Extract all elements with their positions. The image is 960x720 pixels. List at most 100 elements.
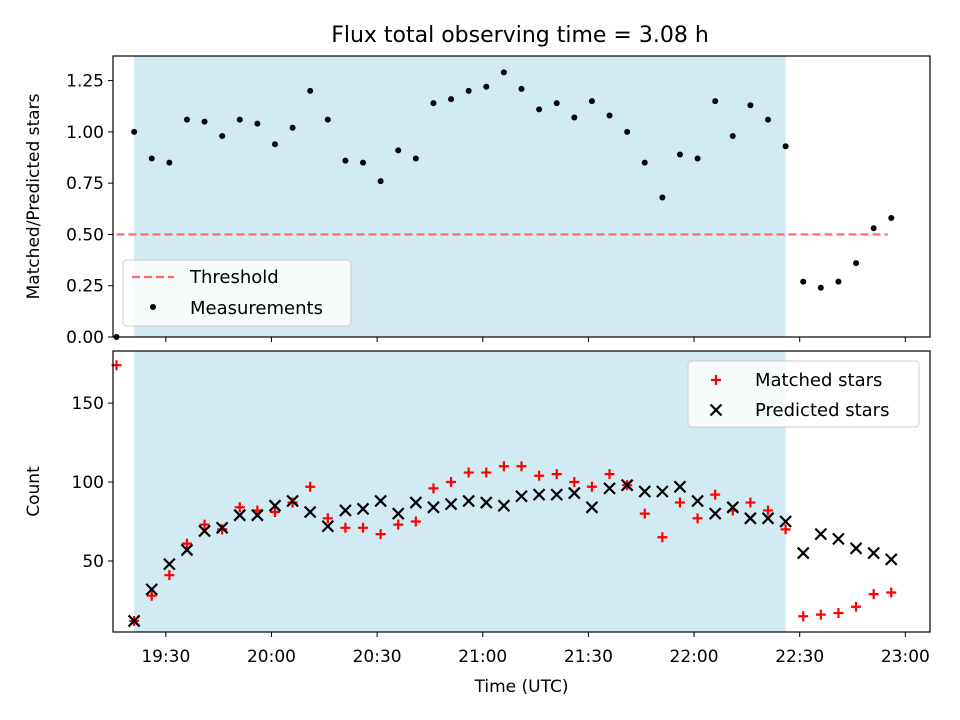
matched-star-point	[234, 502, 245, 513]
predicted-star-point	[568, 486, 581, 500]
measurement-point	[694, 155, 701, 162]
y-tick-label: 0.00	[66, 328, 104, 348]
measurement-point	[676, 151, 683, 158]
measurement-point	[342, 157, 349, 164]
predicted-star-point	[532, 488, 546, 501]
matched-star-point	[498, 461, 509, 472]
measurement-point	[500, 69, 507, 76]
matched-star-point	[657, 532, 668, 543]
predicted-star-point	[884, 553, 898, 566]
matched-star-point	[358, 522, 369, 533]
measurement-point	[448, 96, 455, 103]
axes-frame	[112, 350, 931, 633]
predicted-star-point	[391, 507, 405, 520]
matched-star-point	[692, 513, 703, 524]
legend-measurements-swatch	[150, 304, 156, 310]
predicted-star-point	[726, 501, 740, 514]
matched-star-point	[340, 522, 351, 533]
matched-star-point	[269, 507, 280, 518]
measurement-point	[518, 85, 525, 92]
matched-star-point	[780, 524, 791, 535]
matched-star-point	[868, 589, 879, 600]
matched-star-point	[393, 519, 404, 530]
measurement-point	[747, 102, 754, 109]
measurement-point	[553, 100, 560, 107]
predicted-star-point	[867, 546, 880, 560]
predicted-star-point	[444, 497, 458, 511]
matched-star-point	[146, 590, 157, 601]
predicted-star-point	[427, 501, 440, 514]
predicted-star-point	[321, 519, 335, 533]
predicted-star-point	[286, 494, 299, 508]
predicted-star-point	[198, 524, 211, 538]
matched-star-point	[674, 497, 685, 508]
legend-threshold-label: Threshold	[189, 267, 279, 288]
measurement-point	[782, 143, 789, 150]
legend-predicted-label: Predicted stars	[755, 400, 889, 421]
predicted-star-point	[251, 508, 264, 522]
matched-star-point	[446, 477, 457, 488]
measurement-point	[307, 87, 314, 94]
matched-star-point	[710, 489, 721, 500]
measurement-point	[166, 159, 173, 166]
predicted-star-point	[620, 478, 634, 492]
matched-star-point	[428, 483, 439, 494]
measurement-point	[412, 155, 419, 162]
measurement-point	[201, 118, 208, 125]
measurement-point	[765, 116, 772, 123]
predicted-star-point	[409, 496, 423, 509]
y-axis-label: Count	[24, 466, 44, 517]
measurement-point	[659, 194, 666, 201]
matched-star-point	[181, 538, 192, 549]
measurement-point	[289, 124, 296, 131]
legend-box	[122, 259, 352, 327]
measurement-point	[465, 87, 472, 94]
predicted-star-point	[180, 543, 194, 557]
predicted-star-point	[708, 507, 722, 520]
axes-frame	[112, 55, 931, 338]
measurement-point	[131, 128, 138, 135]
measurement-point	[183, 116, 190, 123]
predicted-star-point	[761, 512, 775, 525]
predicted-star-point	[268, 499, 282, 512]
x-tick-label: 20:30	[353, 647, 402, 667]
predicted-star-point	[550, 488, 563, 501]
predicted-star-point	[497, 499, 511, 512]
measurement-point	[219, 132, 226, 139]
measurement-point	[606, 112, 613, 119]
y-tick-label: 100	[72, 473, 104, 493]
matched-star-point	[410, 516, 421, 527]
measurement-point	[571, 114, 578, 121]
y-tick-label: 0.75	[66, 174, 104, 194]
observing-span	[134, 351, 786, 632]
predicted-star-point	[779, 515, 792, 528]
measurement-point	[817, 284, 824, 291]
matched-star-point	[322, 513, 333, 524]
x-tick-label: 23:00	[881, 647, 930, 667]
predicted-star-point	[849, 542, 863, 555]
predicted-star-point	[515, 489, 528, 503]
measurement-point	[729, 132, 736, 139]
predicted-star-point	[339, 504, 352, 517]
measurement-point	[324, 116, 331, 123]
measurement-point	[835, 278, 842, 285]
measurement-point	[712, 98, 719, 105]
ratio-panel: 0.00 0.25 0.50 0.75 1.00 1.25 Matched/Predicte…	[24, 55, 931, 348]
predicted-star-point	[796, 546, 810, 560]
predicted-star-point	[462, 494, 475, 508]
matched-star-point	[164, 570, 175, 581]
predicted-star-point	[744, 512, 757, 525]
matched-star-point	[815, 609, 826, 620]
predicted-star-point	[303, 505, 317, 519]
matched-star-point	[639, 508, 650, 519]
x-tick-label: 22:00	[670, 647, 719, 667]
matched-star-point	[569, 477, 580, 488]
x-tick-label: 22:30	[775, 647, 824, 667]
predicted-star-point	[233, 508, 247, 522]
matched-star-point	[551, 469, 562, 480]
predicted-star-point	[145, 583, 159, 596]
measurement-point	[888, 215, 895, 222]
y-tick-label: 1.00	[66, 123, 104, 143]
measurement-point	[870, 225, 877, 232]
x-tick-label: 21:00	[458, 647, 507, 667]
